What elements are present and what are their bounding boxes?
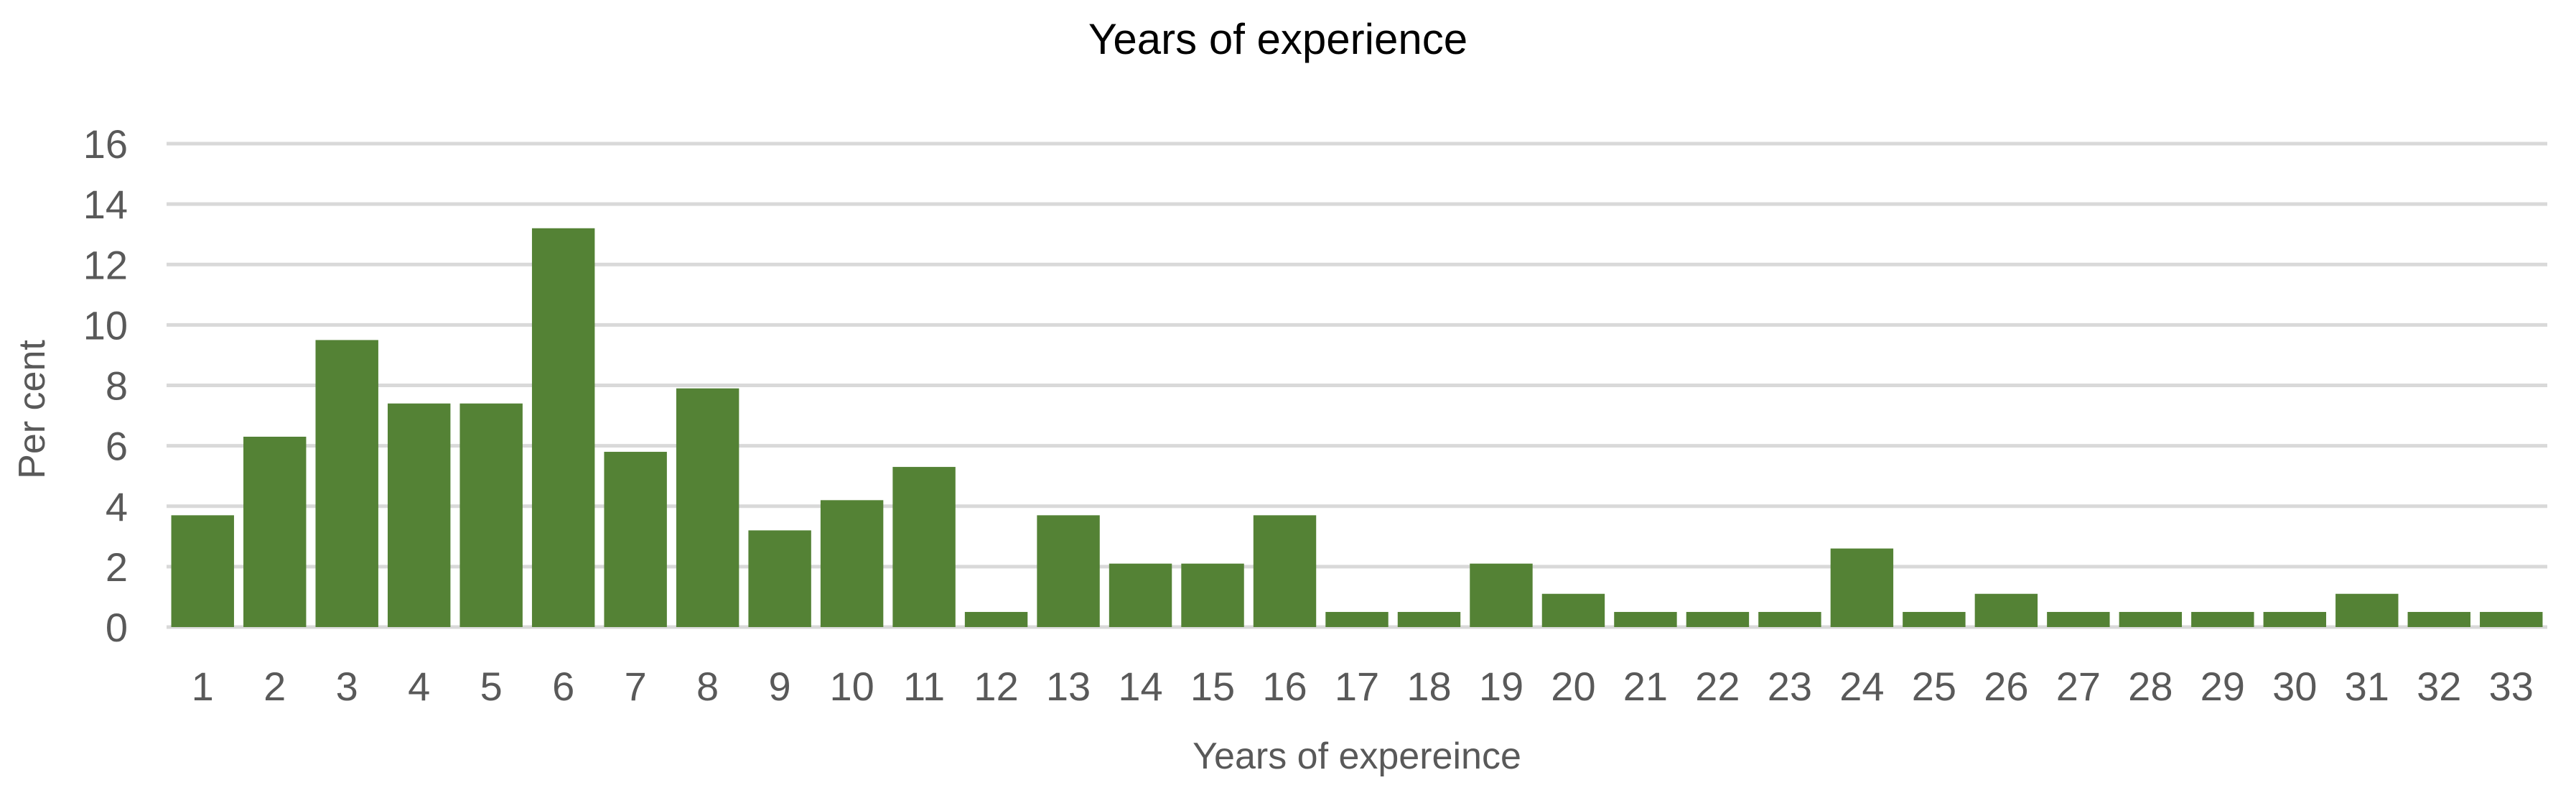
x-tick-label: 19	[1479, 664, 1523, 709]
x-tick-label: 30	[2272, 664, 2317, 709]
x-tick-label: 3	[336, 664, 358, 709]
bar	[1541, 593, 1605, 627]
bar	[459, 403, 523, 627]
bar	[748, 530, 811, 627]
x-tick-label: 13	[1046, 664, 1091, 709]
bar	[1109, 563, 1172, 627]
y-tick-label: 8	[106, 363, 128, 409]
x-tick-label: 27	[2056, 664, 2101, 709]
bar	[387, 403, 451, 627]
x-tick-label: 20	[1551, 664, 1595, 709]
x-tick-label: 33	[2489, 664, 2534, 709]
x-axis-ticks: 1 2 3 4 5 6 7 8 9 10 11 12 13 14 15 16 17 18 19 20 21 22 23 24 2…	[192, 664, 2534, 709]
x-tick-label: 28	[2128, 664, 2173, 709]
bar	[2119, 611, 2183, 627]
x-tick-label: 24	[1839, 664, 1884, 709]
bar	[243, 437, 307, 627]
x-tick-label: 29	[2201, 664, 2245, 709]
bar	[2263, 611, 2327, 627]
bar	[2480, 611, 2543, 627]
bar	[315, 340, 378, 627]
x-tick-label: 12	[974, 664, 1018, 709]
x-tick-label: 17	[1335, 664, 1379, 709]
x-tick-label: 7	[625, 664, 647, 709]
bar	[1181, 563, 1244, 627]
y-tick-label: 0	[106, 605, 128, 650]
x-tick-label: 25	[1912, 664, 1956, 709]
x-tick-label: 22	[1695, 664, 1740, 709]
x-tick-label: 18	[1406, 664, 1451, 709]
y-tick-label: 6	[106, 424, 128, 469]
bar	[531, 228, 595, 627]
bar	[1830, 548, 1894, 627]
bar	[892, 467, 956, 627]
y-tick-label: 12	[83, 242, 128, 287]
x-tick-label: 23	[1768, 664, 1812, 709]
bar	[1758, 611, 1821, 627]
y-tick-label: 4	[106, 484, 128, 529]
x-tick-label: 4	[408, 664, 430, 709]
chart-title: Years of experience	[1088, 15, 1467, 63]
bar	[171, 515, 234, 627]
x-tick-label: 9	[769, 664, 791, 709]
bar	[2047, 611, 2110, 627]
x-axis-label: Years of expereince	[1193, 736, 1521, 777]
x-tick-label: 11	[903, 664, 945, 709]
bars	[171, 228, 2543, 627]
bar	[1325, 611, 1389, 627]
y-axis-ticks: 0 2 4 6 8 10 12 14 16	[83, 121, 128, 650]
x-tick-label: 21	[1623, 664, 1668, 709]
x-tick-label: 5	[480, 664, 503, 709]
bar	[1614, 611, 1677, 627]
y-tick-label: 14	[83, 182, 128, 227]
x-tick-label: 31	[2345, 664, 2389, 709]
x-tick-label: 32	[2417, 664, 2461, 709]
x-tick-label: 2	[263, 664, 286, 709]
bar	[1974, 593, 2038, 627]
bar	[2407, 611, 2470, 627]
x-tick-label: 16	[1262, 664, 1307, 709]
x-tick-label: 10	[829, 664, 874, 709]
bar	[1903, 611, 1966, 627]
x-tick-label: 6	[552, 664, 574, 709]
bar	[1037, 515, 1100, 627]
y-tick-label: 16	[83, 121, 128, 167]
bar	[676, 388, 739, 627]
gridlines	[167, 141, 2547, 629]
bar	[1253, 515, 1317, 627]
bar	[1397, 611, 1461, 627]
bar	[1686, 611, 1750, 627]
bar	[820, 500, 884, 627]
bar	[2191, 611, 2254, 627]
y-tick-label: 10	[83, 302, 128, 348]
y-axis-label: Per cent	[11, 340, 53, 479]
x-tick-label: 14	[1118, 664, 1162, 709]
x-tick-label: 15	[1190, 664, 1235, 709]
bar	[604, 452, 667, 627]
bar	[2335, 593, 2399, 627]
x-tick-label: 1	[192, 664, 214, 709]
y-tick-label: 2	[106, 544, 128, 590]
bar	[1470, 563, 1533, 627]
bar	[964, 611, 1028, 627]
x-tick-label: 8	[696, 664, 719, 709]
x-tick-label: 26	[1984, 664, 2028, 709]
